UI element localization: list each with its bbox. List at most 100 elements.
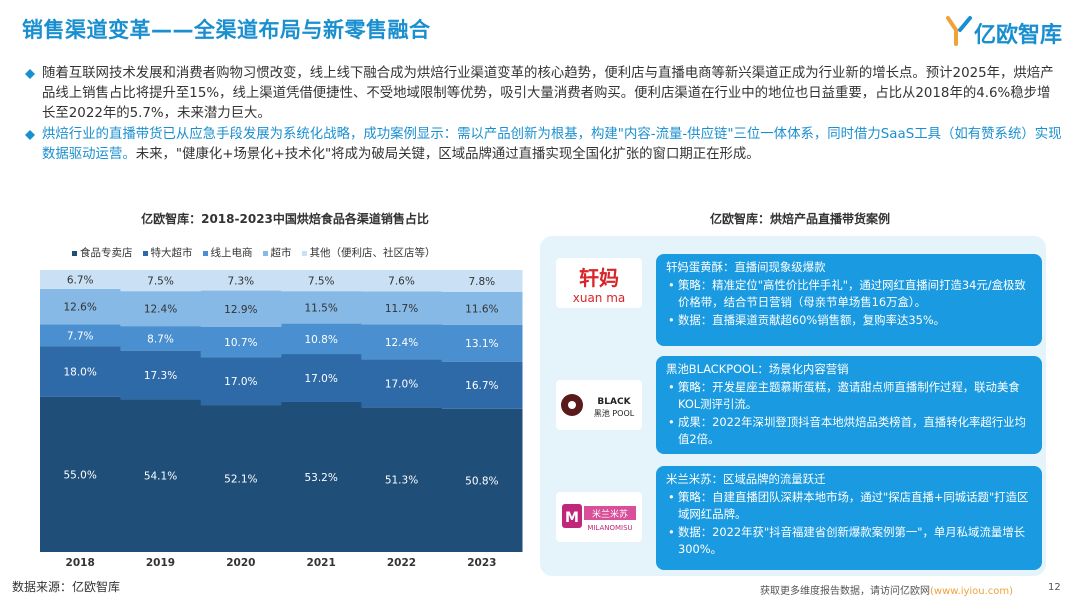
footer-source: 数据来源：亿欧智库 [12, 580, 121, 594]
bar-segment [281, 291, 362, 324]
logo-mark-icon [946, 16, 972, 46]
series-band [40, 396, 523, 552]
bar-segment [120, 291, 202, 327]
blackpool-logo-icon: BLACK 黑池 POOL [561, 394, 635, 418]
bar-segment [40, 270, 121, 289]
bar-segment [281, 401, 362, 552]
chart-title: 亿欧智库：2018-2023中国烘焙食品各渠道销售占比 [141, 212, 429, 226]
x-tick-label: 2020 [226, 557, 255, 569]
x-tick-label: 2019 [146, 557, 175, 569]
bar-segment [361, 324, 443, 360]
chart-legend: 食品专卖店 特大超市 线上电商 超市 其他（便利店、社区店等） [72, 245, 446, 260]
data-label: 12.6% [63, 302, 96, 314]
data-label: 17.3% [144, 370, 177, 382]
svg-text:米兰米苏: 米兰米苏 [592, 508, 628, 520]
data-label: 52.1% [224, 474, 257, 486]
case-line-text: 成果：2022年深圳登顶抖音本地烘焙品类榜首，直播转化率超行业均值2倍。 [678, 414, 1026, 447]
series-band [40, 270, 523, 292]
data-label: 7.5% [147, 276, 174, 288]
logo-text: 亿欧智库 [974, 23, 1063, 48]
bullet-list: 随着互联网技术发展和消费者购物习惯改变，线上线下融合成为烘焙行业渠道变革的核心趋… [22, 64, 1062, 166]
case-line: • 数据：直播渠道贡献超60%销售额，复购率达35%。 [666, 312, 1032, 330]
data-label: 17.0% [224, 376, 257, 388]
svg-text:MILANOMISU: MILANOMISU [587, 524, 632, 532]
legend-item: 食品专卖店 [72, 245, 133, 260]
bullet-dot-icon: • [668, 379, 675, 394]
data-label: 6.7% [67, 274, 94, 286]
legend-label: 其他（便利店、社区店等） [309, 247, 436, 259]
case-line-text: 策略：开发星座主题慕斯蛋糕，邀请甜点师直播制作过程，联动美食KOL测评引流。 [678, 379, 1020, 412]
data-label: 12.4% [144, 304, 177, 316]
data-label: 8.7% [147, 333, 174, 345]
bar-segment [120, 270, 202, 292]
bar-segment [120, 350, 202, 400]
data-label: 16.7% [465, 380, 498, 392]
bar-segment [281, 354, 362, 402]
legend-item: 其他（便利店、社区店等） [301, 245, 436, 260]
bullet-highlight-text: 烘焙行业的直播带货已从应急手段发展为系统化战略，成功案例显示：需以产品创新为根基… [42, 127, 1062, 162]
data-label: 17.0% [304, 373, 337, 385]
data-label: 55.0% [63, 469, 96, 481]
legend-item: 特大超市 [142, 245, 193, 260]
data-label: 11.5% [304, 302, 337, 314]
bar-segment [120, 326, 202, 351]
bar-segment [200, 326, 282, 358]
diamond-bullet-icon [25, 130, 35, 140]
brand-logo-milanomisu: M 米兰米苏 MILANOMISU [556, 492, 642, 542]
footer-note: 获取更多维度报告数据，请访问亿欧网(www.iyiou.com) [760, 582, 1013, 597]
data-label: 7.6% [388, 276, 415, 288]
legend-label: 线上电商 [210, 247, 253, 259]
bullet-item: 烘焙行业的直播带货已从应急手段发展为系统化战略，成功案例显示：需以产品创新为根基… [22, 125, 1062, 165]
data-label: 18.0% [63, 367, 96, 379]
case-line: • 数据：2022年获"抖音福建省创新爆款案例第一"，单月私域流量增长300%。 [666, 524, 1032, 559]
xuanma-logo-icon: 轩妈 xuan ma [573, 266, 626, 305]
case-line: • 策略：精准定位"高性价比伴手礼"，通过网红直播间打造34元/盒极致价格带，结合… [666, 277, 1032, 312]
legend-swatch [202, 250, 208, 256]
stacked-bar-chart: 55.0% 54.1% 52.1% 53.2% 51.3% 50.8% 18.0% 17.3%… [40, 270, 523, 569]
bullet-item: 随着互联网技术发展和消费者购物习惯改变，线上线下融合成为烘焙行业渠道变革的核心趋… [22, 64, 1062, 124]
series-band [40, 323, 523, 362]
case-head: 米兰米苏：区域品牌的流量跃迁 [666, 472, 826, 486]
bar-segment [200, 290, 282, 327]
x-tick-label: 2023 [467, 557, 496, 569]
x-tick-label: 2018 [66, 557, 95, 569]
data-label: 7.3% [227, 275, 254, 287]
page-number: 12 [1048, 582, 1061, 593]
legend-item: 超市 [262, 245, 292, 260]
case-line-text: 策略：自建直播团队深耕本地市场，通过"探店直播+同城话题"打造区域网红品牌。 [678, 489, 1029, 522]
case-line-text: 数据：直播渠道贡献超60%销售额，复购率达35%。 [678, 312, 946, 327]
case-line: • 成果：2022年深圳登顶抖音本地烘焙品类榜首，直播转化率超行业均值2倍。 [666, 414, 1032, 449]
svg-text:M: M [565, 510, 579, 526]
bar-segment [40, 346, 121, 397]
legend-item: 线上电商 [202, 245, 253, 260]
bullet-dot-icon: • [668, 489, 675, 504]
bar-segment [441, 324, 523, 362]
case-card: 黑池BLACKPOOL：场景化内容营销 • 策略：开发星座主题慕斯蛋糕，邀请甜点师… [656, 356, 1042, 454]
x-tick-label: 2022 [387, 557, 416, 569]
bullet-text: 烘焙行业的直播带货已从应急手段发展为系统化战略，成功案例显示：需以产品创新为根基… [42, 127, 1062, 162]
data-label: 7.8% [468, 276, 495, 288]
x-tick-label: 2021 [307, 557, 336, 569]
bullet-dot-icon: • [668, 312, 675, 327]
bar-segment [441, 408, 523, 552]
data-label: 7.7% [67, 330, 94, 342]
svg-text:黑池 POOL: 黑池 POOL [594, 408, 635, 418]
bar-segment [441, 361, 523, 409]
bar-segment [40, 288, 121, 325]
case-head: 轩妈蛋黄酥：直播间现象级爆款 [666, 260, 826, 274]
milanomisu-logo-icon: M 米兰米苏 MILANOMISU [562, 504, 636, 532]
series-band [40, 288, 523, 327]
footer-link[interactable]: (www.iyiou.com) [930, 586, 1014, 597]
case-line: • 策略：开发星座主题慕斯蛋糕，邀请甜点师直播制作过程，联动美食KOL测评引流。 [666, 379, 1032, 414]
legend-swatch [142, 250, 148, 256]
data-label: 13.1% [465, 338, 498, 350]
data-label: 54.1% [144, 471, 177, 483]
legend-swatch [301, 250, 307, 256]
bar-segment [361, 359, 443, 408]
data-label: 10.8% [304, 334, 337, 346]
page-title: 销售渠道变革——全渠道布局与新零售融合 [22, 18, 431, 42]
footer-note-text: 获取更多维度报告数据，请访问亿欧网 [760, 586, 930, 597]
data-label: 51.3% [385, 475, 418, 487]
bar-segment [120, 399, 202, 552]
legend-label: 特大超市 [150, 247, 193, 259]
